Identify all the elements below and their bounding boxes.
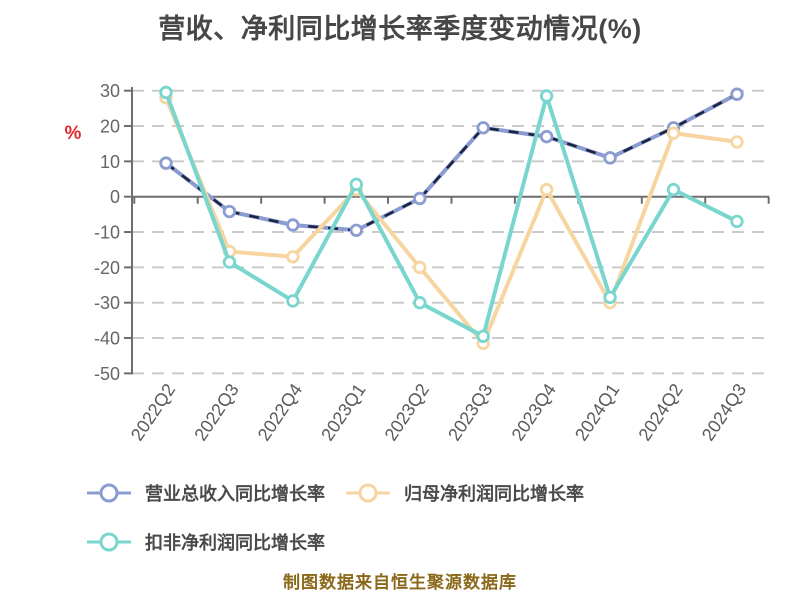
data-source-note: 制图数据来自恒生聚源数据库 (283, 573, 517, 592)
data-point-marker[interactable] (222, 255, 237, 269)
x-tick-label: 2024Q2 (634, 380, 686, 444)
x-tick-label: 2023Q2 (381, 380, 433, 444)
data-point-marker[interactable] (730, 87, 744, 101)
x-tick-label: 2022Q3 (190, 380, 242, 444)
axes (124, 87, 770, 375)
legend: 营业总收入同比增长率 归母净利润同比增长率 扣非净利润同比增长率 (86, 480, 776, 578)
data-point-marker[interactable] (413, 191, 427, 206)
data-point-marker[interactable] (286, 250, 300, 264)
legend-label-revenue-yoy: 营业总收入同比增长率 (145, 484, 325, 504)
y-axis-unit-label: % (65, 123, 82, 144)
data-point-marker[interactable] (413, 295, 427, 310)
legend-item-revenue-yoy[interactable]: 营业总收入同比增长率 (86, 480, 325, 506)
data-point-marker[interactable] (349, 177, 364, 192)
x-tick-label: 2022Q4 (254, 380, 306, 444)
data-point-marker[interactable] (539, 129, 554, 144)
data-point-marker[interactable] (222, 204, 237, 219)
data-point-marker[interactable] (159, 85, 173, 100)
data-point-marker[interactable] (666, 126, 681, 140)
data-point-marker[interactable] (539, 89, 554, 103)
y-tick-label: 30 (100, 81, 120, 101)
y-tick-label: -50 (94, 364, 120, 384)
series-lines (159, 85, 744, 351)
data-point-marker[interactable] (476, 121, 490, 135)
x-tick-label: 2023Q1 (317, 380, 369, 444)
data-point-marker[interactable] (539, 182, 554, 197)
x-tick-label: 2024Q3 (698, 380, 750, 444)
y-tick-label: -20 (94, 258, 120, 278)
data-point-marker[interactable] (286, 294, 300, 308)
data-point-marker[interactable] (603, 290, 617, 305)
data-point-marker[interactable] (286, 218, 300, 232)
y-tick-label: -40 (94, 329, 120, 349)
x-axis-labels: 2022Q2 2022Q3 2022Q4 2023Q1 2023Q2 2023Q3 2023… (127, 380, 750, 444)
chart-title: 营收、净利同比增长率季度变动情况(%) (158, 14, 642, 44)
data-point-marker[interactable] (476, 329, 490, 343)
data-point-marker[interactable] (413, 260, 427, 275)
data-point-marker[interactable] (603, 151, 617, 165)
y-tick-label: -10 (94, 223, 120, 243)
legend-marker-nongaap-icon (87, 532, 131, 552)
legend-item-nongaap-profit-yoy[interactable]: 扣非净利润同比增长率 (86, 529, 325, 555)
series-line-1 (164, 95, 739, 346)
legend-label-nongaap-profit-yoy: 扣非净利润同比增长率 (145, 533, 325, 553)
y-tick-label: -30 (94, 293, 120, 313)
legend-row-1: 营业总收入同比增长率 归母净利润同比增长率 (86, 480, 776, 506)
y-tick-label: 10 (100, 152, 120, 172)
plot-area: 30 20 10 0 -10 -20 -30 -40 -50 2022Q2 2022Q3 2022Q… (65, 81, 770, 444)
legend-marker-net-profit-icon (346, 483, 390, 503)
x-tick-label: 2023Q3 (444, 380, 496, 444)
y-axis-labels: 30 20 10 0 -10 -20 -30 -40 -50 (94, 81, 120, 384)
data-point-marker[interactable] (730, 214, 744, 229)
x-tick-label: 2022Q2 (127, 380, 179, 444)
legend-item-net-profit-yoy[interactable]: 归母净利润同比增长率 (345, 480, 584, 506)
legend-marker-revenue-icon (87, 483, 131, 503)
y-tick-label: 20 (100, 117, 120, 137)
legend-row-2: 扣非净利润同比增长率 (86, 529, 776, 555)
x-tick-label: 2023Q4 (508, 380, 560, 444)
y-tick-label: 0 (110, 187, 120, 207)
series-line-0-dash-overlay (165, 93, 738, 232)
series-line-2 (164, 90, 739, 339)
legend-label-net-profit-yoy: 归母净利润同比增长率 (404, 484, 584, 504)
x-tick-label: 2024Q1 (571, 380, 623, 444)
data-point-marker[interactable] (730, 135, 744, 149)
data-point-marker[interactable] (349, 223, 364, 237)
data-point-marker[interactable] (666, 182, 681, 197)
gridlines (132, 89, 769, 375)
data-point-marker[interactable] (159, 156, 173, 170)
